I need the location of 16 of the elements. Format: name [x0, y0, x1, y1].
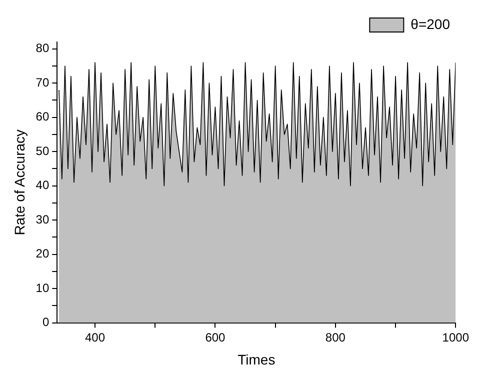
x-tick-label: 400 [85, 330, 106, 344]
x-axis-title: Times [238, 351, 276, 368]
y-tick-label: 40 [36, 178, 50, 192]
y-tick-label: 50 [36, 144, 50, 158]
y-tick-label: 10 [36, 280, 50, 295]
y-axis-title: Rate of Accuracy [11, 129, 28, 236]
y-tick-label: 60 [36, 110, 50, 124]
x-tick-label: 1000 [442, 330, 470, 344]
legend-label: θ=200 [410, 16, 450, 32]
y-tick-label: 0 [42, 315, 50, 330]
y-tick-label: 20 [36, 246, 50, 261]
y-tick-label: 30 [36, 212, 50, 226]
y-tick-label: 80 [36, 41, 50, 56]
x-tick-label: 800 [325, 330, 346, 344]
y-tick-label: 70 [36, 75, 50, 90]
x-tick-label: 600 [205, 330, 226, 344]
